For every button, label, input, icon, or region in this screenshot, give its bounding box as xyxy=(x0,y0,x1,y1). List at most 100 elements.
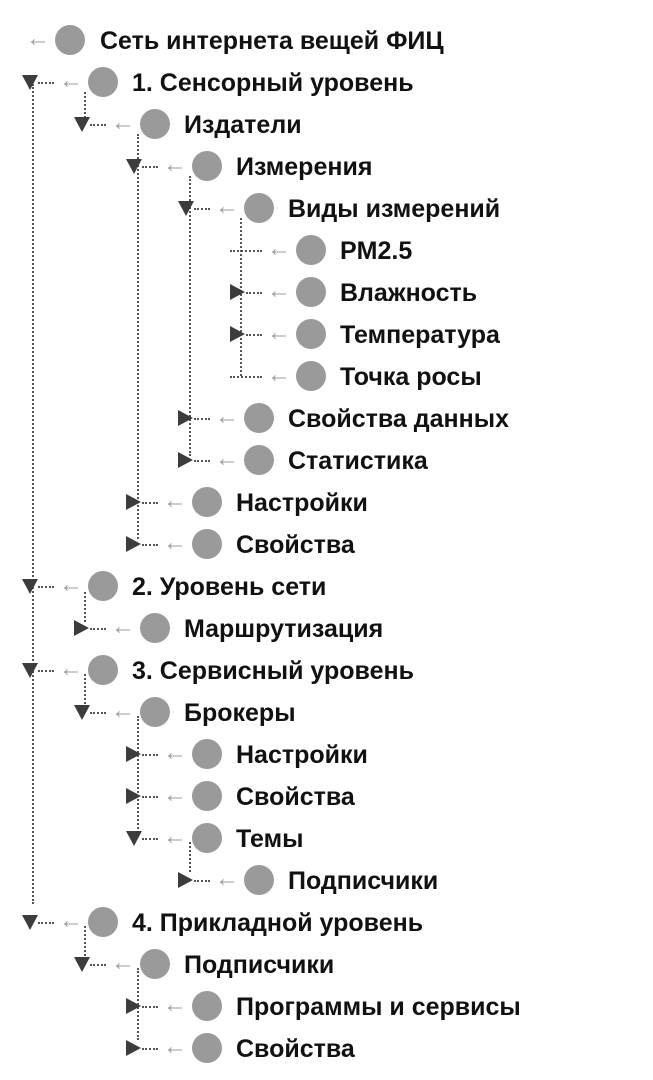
circle-node-icon xyxy=(140,109,170,139)
circle-node-icon xyxy=(296,319,326,349)
circle-node-icon xyxy=(140,697,170,727)
tree-connector-line xyxy=(84,592,86,622)
circle-node-icon xyxy=(192,823,222,853)
triangle-down-icon[interactable] xyxy=(22,663,38,678)
tree-node-label: PM2.5 xyxy=(340,237,413,265)
circle-node-icon xyxy=(192,991,222,1021)
tree-node-label: 2. Уровень сети xyxy=(132,573,327,601)
tree-connector-line xyxy=(189,842,191,872)
left-arrow-icon: ← xyxy=(267,361,291,388)
triangle-right-icon[interactable] xyxy=(74,620,89,636)
tree-connector-dots xyxy=(194,208,210,210)
circle-node-icon xyxy=(88,67,118,97)
triangle-right-icon[interactable] xyxy=(126,494,141,510)
left-arrow-icon: ← xyxy=(215,403,239,430)
tree-node-label: Маршрутизация xyxy=(184,615,384,643)
triangle-down-icon[interactable] xyxy=(22,579,38,594)
tree-node-label: Сеть интернета вещей ФИЦ xyxy=(100,27,444,55)
triangle-down-icon[interactable] xyxy=(74,957,90,972)
tree-connector-dots xyxy=(142,544,158,546)
tree-node-label: Подписчики xyxy=(184,951,335,979)
triangle-down-icon[interactable] xyxy=(22,75,38,90)
tree-connector-dots xyxy=(246,292,262,294)
left-arrow-icon: ← xyxy=(111,949,135,976)
tree-connector-dots xyxy=(38,586,54,588)
tree-connector-dots xyxy=(38,670,54,672)
left-arrow-icon: ← xyxy=(163,151,187,178)
left-arrow-icon: ← xyxy=(267,235,291,262)
tree-connector-dots xyxy=(90,964,106,966)
circle-node-icon xyxy=(192,739,222,769)
tree-node-label: Температура xyxy=(340,321,500,349)
circle-node-icon xyxy=(192,487,222,517)
left-arrow-icon: ← xyxy=(163,781,187,808)
tree-node-label: Влажность xyxy=(340,279,478,307)
tree-node-label: 1. Сенсорный уровень xyxy=(132,69,414,97)
circle-node-icon xyxy=(296,361,326,391)
left-arrow-icon: ← xyxy=(163,739,187,766)
tree-node-label: Свойства данных xyxy=(288,405,509,433)
tree-node-label: Свойства xyxy=(236,531,355,559)
tree-connector-line xyxy=(137,716,139,836)
triangle-right-icon[interactable] xyxy=(230,326,245,342)
tree-connector-line xyxy=(84,674,86,704)
left-arrow-icon: ← xyxy=(111,697,135,724)
circle-node-icon xyxy=(88,655,118,685)
left-arrow-icon: ← xyxy=(59,67,83,94)
triangle-down-icon[interactable] xyxy=(74,117,90,132)
left-arrow-icon: ← xyxy=(111,613,135,640)
tree-connector-dots xyxy=(194,418,210,420)
tree-node-label: Виды измерений xyxy=(288,195,501,223)
circle-node-icon xyxy=(140,949,170,979)
triangle-right-icon[interactable] xyxy=(178,452,193,468)
triangle-right-icon[interactable] xyxy=(126,998,141,1014)
circle-node-icon xyxy=(192,781,222,811)
triangle-right-icon[interactable] xyxy=(178,410,193,426)
triangle-right-icon[interactable] xyxy=(126,788,141,804)
triangle-right-icon[interactable] xyxy=(126,746,141,762)
left-arrow-icon: ← xyxy=(267,277,291,304)
tree-connector-dots xyxy=(142,838,158,840)
triangle-right-icon[interactable] xyxy=(126,536,141,552)
triangle-down-icon[interactable] xyxy=(126,159,142,174)
tree-connector-dots xyxy=(142,502,158,504)
triangle-down-icon[interactable] xyxy=(178,201,194,216)
tree-node-label: 4. Прикладной уровень xyxy=(132,909,424,937)
tree-connector-dots xyxy=(230,250,262,252)
left-arrow-icon: ← xyxy=(163,991,187,1018)
left-arrow-icon: ← xyxy=(215,865,239,892)
tree-node-label: Подписчики xyxy=(288,867,439,895)
tree-connector-dots xyxy=(194,460,210,462)
left-arrow-icon: ← xyxy=(59,655,83,682)
tree-node-label: Свойства xyxy=(236,1035,355,1063)
tree-connector-dots xyxy=(246,334,262,336)
tree-node-label: Настройки xyxy=(236,741,368,769)
triangle-right-icon[interactable] xyxy=(178,872,193,888)
circle-node-icon xyxy=(140,613,170,643)
tree-connector-dots xyxy=(38,82,54,84)
triangle-down-icon[interactable] xyxy=(74,705,90,720)
triangle-right-icon[interactable] xyxy=(126,1040,141,1056)
left-arrow-icon: ← xyxy=(163,1033,187,1060)
tree-connector-line xyxy=(189,176,191,456)
tree-connector-dots xyxy=(38,922,54,924)
triangle-right-icon[interactable] xyxy=(230,284,245,300)
tree-node-label: Измерения xyxy=(236,153,373,181)
tree-connector-dots xyxy=(90,628,106,630)
circle-node-icon xyxy=(244,403,274,433)
tree-node-label: Темы xyxy=(236,825,304,853)
left-arrow-icon: ← xyxy=(111,109,135,136)
tree-node-label: Издатели xyxy=(184,111,302,139)
left-arrow-icon: ← xyxy=(267,319,291,346)
circle-node-icon xyxy=(192,151,222,181)
tree-connector-dots xyxy=(194,880,210,882)
circle-node-icon xyxy=(55,25,85,55)
left-arrow-icon: ← xyxy=(59,907,83,934)
left-arrow-icon: ← xyxy=(59,571,83,598)
circle-node-icon xyxy=(296,277,326,307)
tree-connector-dots xyxy=(142,754,158,756)
triangle-down-icon[interactable] xyxy=(22,915,38,930)
tree-connector-dots xyxy=(90,712,106,714)
triangle-down-icon[interactable] xyxy=(126,831,142,846)
left-arrow-icon: ← xyxy=(163,529,187,556)
